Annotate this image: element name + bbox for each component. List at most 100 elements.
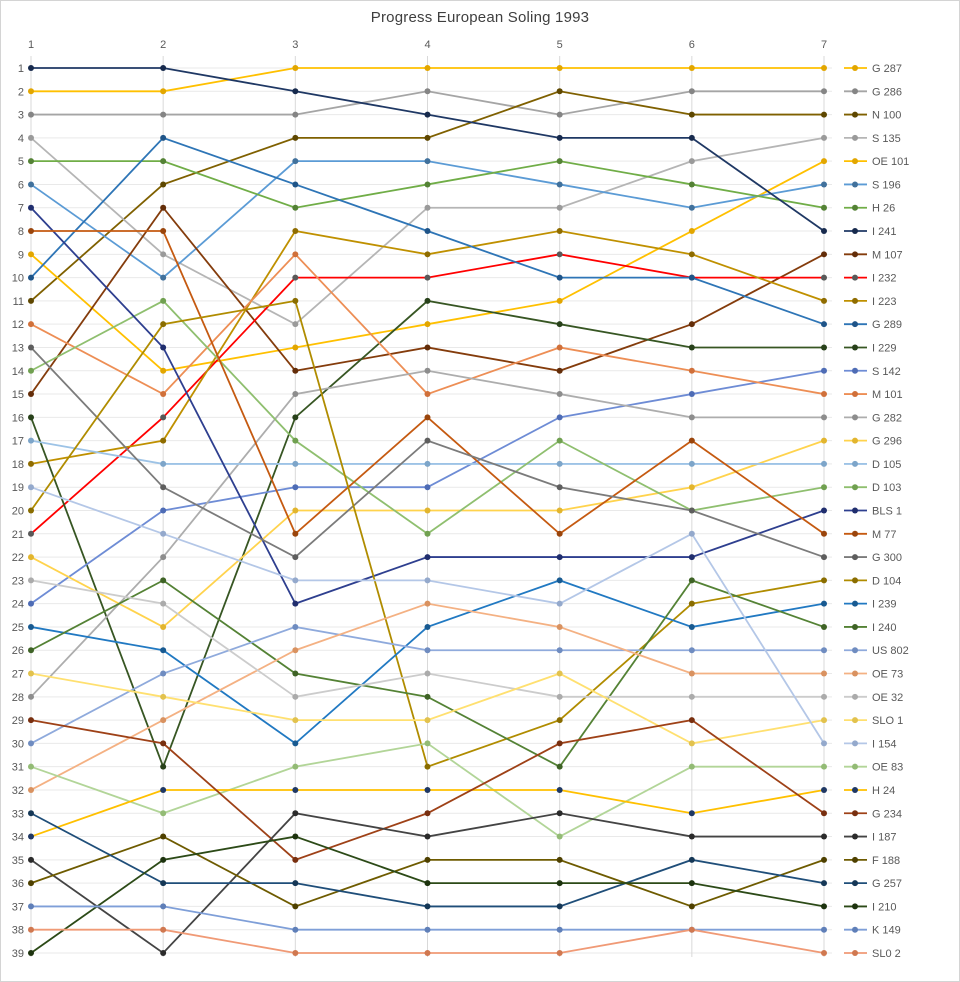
data-point-marker bbox=[688, 926, 695, 933]
data-point-marker bbox=[28, 251, 34, 258]
data-point-marker bbox=[28, 460, 34, 467]
legend-swatch-marker bbox=[852, 181, 858, 188]
data-point-marker bbox=[160, 158, 167, 165]
data-point-marker bbox=[688, 507, 695, 514]
legend-item-i-229: I 229 bbox=[844, 342, 896, 354]
legend-label: D 103 bbox=[872, 482, 901, 494]
legend-swatch-marker bbox=[852, 344, 858, 351]
data-point-marker bbox=[424, 111, 431, 118]
legend-item-slo-1: SLO 1 bbox=[844, 715, 903, 727]
data-point-marker bbox=[424, 950, 431, 956]
data-point-marker bbox=[292, 437, 299, 444]
data-point-marker bbox=[160, 623, 167, 630]
data-point-marker bbox=[821, 111, 827, 118]
data-point-marker bbox=[28, 391, 34, 398]
data-point-marker bbox=[556, 484, 563, 491]
data-point-marker bbox=[424, 833, 431, 840]
data-point-marker bbox=[424, 693, 431, 700]
legend-swatch-marker bbox=[852, 833, 858, 840]
data-point-marker bbox=[556, 297, 563, 304]
series-g-282 bbox=[28, 367, 827, 700]
legend-swatch-marker bbox=[852, 763, 858, 770]
data-point-marker bbox=[821, 134, 827, 141]
y-axis-tick: 19 bbox=[12, 482, 24, 494]
data-point-marker bbox=[556, 670, 563, 677]
legend-item-s-196: S 196 bbox=[844, 179, 901, 191]
legend-swatch-marker bbox=[852, 228, 858, 235]
data-point-marker bbox=[556, 554, 563, 561]
data-point-marker bbox=[160, 577, 167, 584]
data-point-marker bbox=[821, 344, 827, 351]
data-point-marker bbox=[556, 880, 563, 887]
data-point-marker bbox=[292, 856, 299, 863]
series-g-257 bbox=[28, 810, 827, 910]
legend-label: SLO 1 bbox=[872, 715, 903, 727]
data-point-marker bbox=[821, 903, 827, 910]
data-point-marker bbox=[556, 926, 563, 933]
legend-swatch-marker bbox=[852, 88, 858, 95]
data-point-marker bbox=[821, 228, 827, 235]
legend-label: I 241 bbox=[872, 226, 896, 238]
legend-item-g-257: G 257 bbox=[844, 878, 902, 890]
legend-swatch-marker bbox=[852, 856, 858, 863]
data-point-marker bbox=[160, 437, 167, 444]
data-point-marker bbox=[556, 274, 563, 281]
data-point-marker bbox=[28, 484, 34, 491]
data-point-marker bbox=[556, 950, 563, 956]
data-point-marker bbox=[160, 507, 167, 514]
data-point-marker bbox=[28, 740, 34, 747]
legend-label: G 234 bbox=[872, 808, 902, 820]
y-axis-tick: 6 bbox=[18, 179, 24, 191]
data-point-marker bbox=[160, 786, 167, 793]
data-point-marker bbox=[292, 228, 299, 235]
y-axis-tick: 38 bbox=[12, 925, 24, 937]
y-axis-tick: 7 bbox=[18, 203, 24, 215]
data-point-marker bbox=[424, 391, 431, 398]
data-point-marker bbox=[292, 717, 299, 724]
data-point-marker bbox=[424, 344, 431, 351]
legend-swatch-marker bbox=[852, 204, 858, 211]
series-oe-101 bbox=[28, 158, 827, 374]
data-point-marker bbox=[292, 647, 299, 654]
data-point-marker bbox=[556, 414, 563, 421]
data-point-marker bbox=[556, 810, 563, 817]
data-point-marker bbox=[292, 88, 299, 95]
legend-item-g-300: G 300 bbox=[844, 552, 902, 564]
data-point-marker bbox=[424, 880, 431, 887]
data-point-marker bbox=[424, 670, 431, 677]
legend-item-i-223: I 223 bbox=[844, 296, 896, 308]
data-point-marker bbox=[424, 577, 431, 584]
series-s-135 bbox=[28, 134, 827, 328]
legend-item-oe-73: OE 73 bbox=[844, 669, 903, 681]
legend-item-m-77: M 77 bbox=[844, 529, 896, 541]
data-point-marker bbox=[556, 228, 563, 235]
data-point-marker bbox=[424, 460, 431, 467]
data-point-marker bbox=[821, 717, 827, 724]
data-point-marker bbox=[292, 786, 299, 793]
legend-label: S 142 bbox=[872, 366, 901, 378]
legend-label: F 188 bbox=[872, 855, 900, 867]
data-point-marker bbox=[292, 880, 299, 887]
data-point-marker bbox=[821, 786, 827, 793]
data-point-marker bbox=[556, 251, 563, 258]
data-point-marker bbox=[556, 786, 563, 793]
y-axis-tick: 18 bbox=[12, 459, 24, 471]
legend-label: H 26 bbox=[872, 203, 895, 215]
legend-label: G 289 bbox=[872, 319, 902, 331]
legend-swatch-marker bbox=[852, 460, 858, 467]
data-point-marker bbox=[821, 484, 827, 491]
data-point-marker bbox=[688, 414, 695, 421]
data-point-marker bbox=[28, 554, 34, 561]
data-point-marker bbox=[160, 391, 167, 398]
y-axis-tick: 23 bbox=[12, 575, 24, 587]
data-point-marker bbox=[28, 717, 34, 724]
data-point-marker bbox=[292, 321, 299, 328]
data-point-marker bbox=[688, 251, 695, 258]
data-point-marker bbox=[821, 437, 827, 444]
x-axis-tick: 4 bbox=[424, 39, 430, 51]
data-point-marker bbox=[160, 554, 167, 561]
series-i-187 bbox=[28, 810, 827, 956]
data-point-marker bbox=[292, 134, 299, 141]
data-point-marker bbox=[28, 204, 34, 211]
